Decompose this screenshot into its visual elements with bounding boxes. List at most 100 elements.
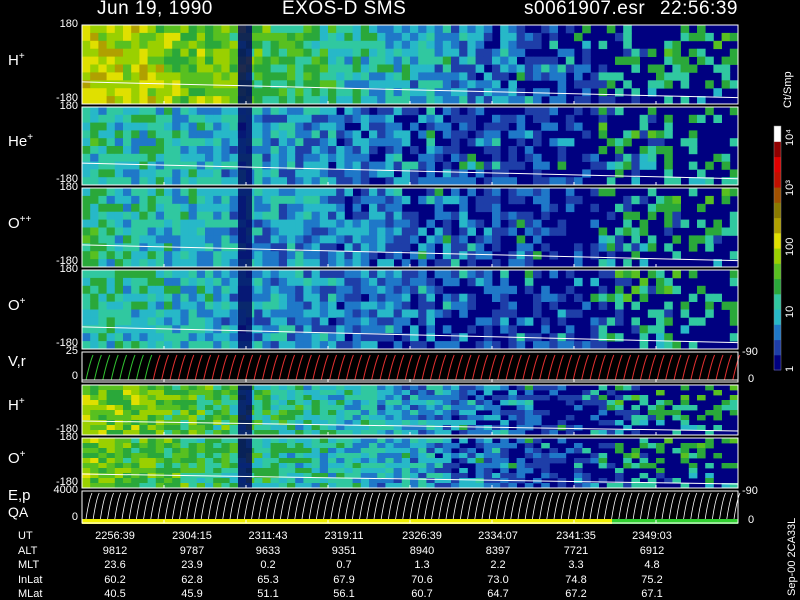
ytick-bottom-vr: 0: [71, 370, 78, 382]
plot-instrument: EXOS-D SMS: [282, 0, 407, 19]
panel-o-plus: [81, 269, 739, 350]
table-cell: 73.0: [487, 573, 509, 586]
table-row-label: InLat: [18, 573, 43, 586]
table-row-label: MLT: [18, 559, 40, 571]
table-cell: 4.8: [644, 559, 660, 571]
panel-label-o-plus-2: O+: [8, 449, 26, 467]
colorbar-swatch: [774, 141, 781, 158]
colorbar-swatch: [774, 278, 781, 295]
table-cell: 75.2: [641, 573, 663, 586]
panel-vr: [81, 351, 741, 383]
table-cell: 67.1: [641, 588, 663, 600]
panel-h-plus-2: [81, 384, 739, 436]
panel-label-he-plus: He+: [8, 132, 34, 150]
ytick-bottom-o-plus: -180: [55, 337, 78, 349]
table-cell: 67.2: [565, 588, 587, 600]
ytick-top-o-plus-plus: 180: [59, 181, 78, 193]
table-cell: 9787: [179, 544, 205, 557]
table-cell: 74.8: [565, 573, 587, 586]
table-row-label: MLat: [18, 588, 43, 600]
colorbar-swatch: [774, 309, 781, 325]
table-cell: 65.3: [257, 573, 279, 586]
panel-label-o-plus-plus: O++: [8, 213, 32, 232]
colorbar-swatch: [774, 232, 781, 249]
panel-he-plus: [81, 106, 739, 186]
colorbar-tick: 100: [784, 237, 796, 256]
panel-label-qa: QA: [8, 504, 29, 520]
table-cell: 9633: [255, 544, 281, 557]
colorbar-swatch: [774, 263, 781, 280]
table-cell: 56.1: [333, 588, 355, 600]
table-cell: 9351: [331, 544, 357, 557]
colorbar-swatch: [774, 293, 781, 310]
table-cell: 62.8: [181, 573, 203, 586]
table-cell: 0.2: [260, 559, 276, 571]
colorbar-swatch: [774, 171, 781, 188]
plot-date: Jun 19, 1990: [97, 0, 213, 19]
table-cell: 45.9: [181, 588, 203, 600]
panel-ep: [81, 490, 741, 524]
table-cell: 2341:35: [556, 530, 596, 542]
table-cell: 3.3: [568, 559, 584, 571]
table-cell: 8397: [485, 544, 511, 557]
colorbar-swatch: [774, 354, 781, 371]
table-cell: 2326:39: [402, 530, 442, 542]
panel-label-h-plus: H+: [8, 50, 25, 69]
ytick-bottom-he-plus: -180: [55, 173, 78, 185]
ytick-top-vr: 25: [65, 345, 78, 357]
panel-label-o-plus: O+: [8, 295, 26, 314]
panel-label-ep: E,p QA: [8, 487, 31, 520]
right-tick-bottom-vr: 0: [748, 373, 755, 385]
table-cell: 60.7: [411, 588, 433, 600]
panel-label-vr: V,r: [8, 353, 26, 370]
table-cell: 60.2: [104, 573, 126, 586]
plot-time: 22:56:39: [660, 0, 738, 19]
right-tick-top-vr: -90: [742, 346, 758, 358]
colorbar-swatch: [774, 217, 781, 234]
side-id: Sep-00 2CA33L: [786, 517, 798, 596]
table-cell: 2319:11: [324, 530, 364, 542]
table-cell: 7721: [563, 544, 589, 557]
ytick-top-o-plus-2: 180: [59, 431, 78, 443]
ytick-bottom-ep: 0: [71, 511, 78, 523]
table-cell: 70.6: [411, 573, 433, 586]
table-row-label: ALT: [18, 544, 38, 557]
ytick-bottom-o-plus-plus: -180: [55, 255, 78, 267]
table-cell: 8940: [409, 544, 435, 557]
colorbar-swatch: [774, 187, 781, 203]
colorbar-swatch: [774, 324, 781, 341]
panel-h-plus: [81, 24, 739, 105]
table-cell: 40.5: [104, 588, 126, 600]
table-cell: 67.9: [333, 573, 355, 586]
ytick-bottom-o-plus-2: -180: [55, 476, 78, 488]
colorbar-swatch: [774, 248, 781, 264]
table-cell: 1.3: [414, 559, 430, 571]
table-cell: 2304:15: [172, 530, 212, 542]
panel-o-plus-2: [81, 437, 739, 489]
table-cell: 6912: [639, 544, 665, 557]
ytick-bottom-h-plus: -180: [55, 92, 78, 104]
ytick-top-ep: 4000: [53, 484, 78, 496]
right-tick-top-ep: -90: [742, 485, 758, 497]
table-cell: 23.6: [104, 559, 126, 571]
table-cell: 2334:07: [478, 530, 518, 542]
colorbar-tick: 10⁴: [784, 129, 796, 146]
table-cell: 2311:43: [248, 530, 288, 542]
plot-file: s0061907.esr: [524, 0, 646, 19]
table-cell: 0.7: [336, 559, 352, 571]
ytick-top-o-plus: 180: [59, 263, 78, 275]
panel-label-h-plus-2: H+: [8, 396, 25, 414]
colorbar-swatch: [774, 202, 781, 219]
colorbar-swatch: [774, 126, 781, 142]
right-tick-bottom-ep: 0: [748, 514, 755, 526]
table-row-label: UT: [18, 530, 33, 542]
colorbar-tick: 1: [784, 365, 796, 372]
table-cell: 51.1: [257, 588, 279, 600]
colorbar-tick: 10: [784, 305, 796, 318]
table-cell: 2256:39: [95, 530, 135, 542]
ytick-bottom-h-plus-2: -180: [55, 423, 78, 435]
table-cell: 64.7: [487, 588, 509, 600]
panel-o-plus-plus: [81, 187, 739, 268]
